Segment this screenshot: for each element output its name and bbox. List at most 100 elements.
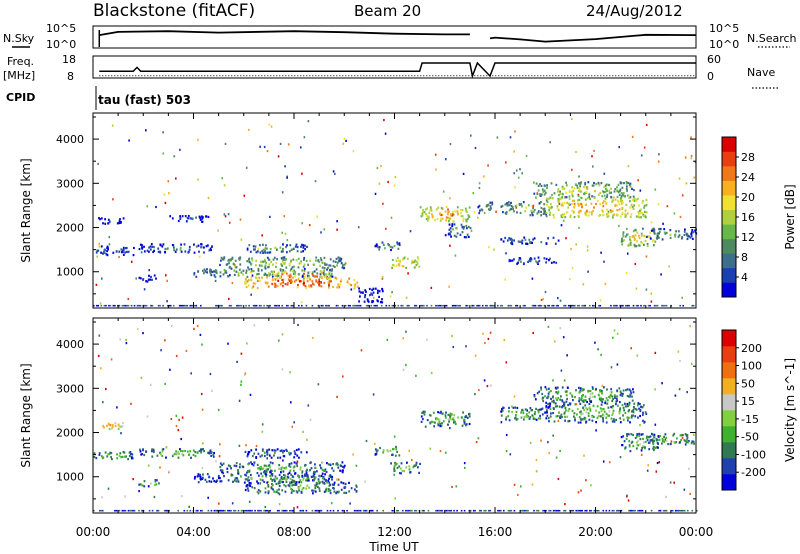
scatter-cell	[148, 250, 150, 253]
scatter-cell	[567, 304, 570, 307]
scatter-cell	[342, 375, 344, 378]
scatter-cell	[578, 416, 581, 419]
scatter-cell	[301, 269, 304, 272]
scatter-cell	[598, 509, 600, 512]
scatter-cell	[284, 485, 287, 488]
scatter-cell	[552, 379, 554, 382]
scatter-cell	[328, 271, 331, 274]
scatter-cell	[652, 441, 654, 444]
scatter-cell	[116, 453, 118, 456]
scatter-cell	[151, 509, 154, 512]
scatter-cell	[450, 230, 452, 233]
scatter-cell	[340, 280, 342, 283]
scatter-cell	[504, 236, 507, 240]
scatter-cell	[93, 304, 95, 307]
scatter-cell	[350, 487, 353, 490]
scatter-cell	[646, 244, 649, 247]
scatter-cell	[337, 466, 340, 469]
scatter-cell	[604, 200, 607, 203]
scatter-cell	[559, 416, 562, 420]
scatter-cell	[286, 251, 288, 254]
scatter-cell	[199, 333, 202, 336]
scatter-cell	[617, 404, 619, 407]
scatter-cell	[513, 395, 516, 398]
scatter-cell	[524, 304, 526, 307]
scatter-cell	[441, 217, 444, 220]
scatter-cell	[592, 184, 595, 187]
scatter-cell	[95, 251, 98, 254]
scatter-cell	[198, 250, 200, 253]
scatter-cell	[560, 214, 563, 217]
scatter-cell	[643, 304, 645, 307]
scatter-cell	[189, 509, 192, 512]
scatter-cell	[274, 475, 277, 478]
scatter-cell	[686, 434, 689, 437]
scatter-cell	[594, 190, 596, 193]
scatter-cell	[162, 448, 165, 451]
scatter-cell	[236, 478, 239, 481]
scatter-cell	[345, 491, 348, 494]
scatter-cell	[633, 236, 635, 239]
scatter-cell	[450, 235, 452, 238]
scatter-cell	[437, 206, 440, 209]
scatter-cell	[330, 280, 332, 283]
scatter-cell	[565, 184, 568, 187]
scatter-cell	[296, 460, 299, 463]
scatter-cell	[395, 259, 398, 262]
scatter-cell	[640, 232, 643, 235]
scatter-cell	[266, 251, 269, 254]
scatter-cell	[248, 268, 250, 271]
scatter-cell	[627, 181, 630, 184]
scatter-cell	[656, 446, 658, 449]
scatter-cell	[255, 444, 258, 448]
scatter-cell	[339, 469, 341, 472]
scatter-cell	[408, 509, 410, 512]
scatter-cell	[127, 250, 130, 253]
scatter-cell	[451, 211, 454, 214]
scatter-cell	[140, 453, 143, 456]
scatter-cell	[180, 437, 182, 441]
scatter-cell	[219, 469, 222, 472]
scatter-cell	[478, 182, 481, 185]
scatter-cell	[259, 468, 262, 471]
scatter-cell	[379, 446, 381, 450]
scatter-cell	[628, 445, 631, 448]
scatter-cell	[269, 273, 271, 276]
scatter-cell	[305, 477, 308, 480]
scatter-cell	[382, 449, 385, 452]
scatter-cell	[369, 294, 371, 297]
scatter-cell	[302, 509, 305, 512]
scatter-cell	[598, 411, 601, 414]
scatter-cell	[151, 448, 153, 451]
scatter-cell	[281, 509, 283, 512]
scatter-cell	[468, 215, 471, 218]
scatter-cell	[149, 245, 152, 248]
scatter-cell	[228, 509, 231, 512]
scatter-cell	[162, 304, 164, 307]
scatter-cell	[452, 220, 455, 223]
scatter-cell	[400, 467, 402, 470]
scatter-cell	[359, 295, 361, 298]
scatter-cell	[299, 262, 302, 265]
scatter-cell	[175, 414, 178, 417]
scatter-cell	[261, 260, 263, 263]
scatter-cell	[547, 441, 549, 444]
scatter-cell	[185, 349, 188, 352]
scatter-cell	[301, 304, 303, 307]
scatter-cell	[291, 425, 294, 428]
scatter-cell	[384, 247, 386, 250]
scatter-cell	[170, 417, 173, 421]
scatter-cell	[541, 188, 544, 191]
scatter-cell	[386, 449, 389, 452]
scatter-cell	[567, 206, 570, 209]
scatter-cell	[407, 272, 409, 275]
scatter-cell	[571, 209, 574, 212]
scatter-cell	[315, 481, 318, 485]
scatter-cell	[129, 509, 131, 512]
scatter-cell	[100, 217, 103, 220]
scatter-cell	[293, 461, 296, 464]
scatter-cell	[548, 259, 550, 262]
scatter-cell	[112, 198, 114, 201]
scatter-cell	[309, 469, 311, 472]
scatter-cell	[402, 368, 405, 371]
